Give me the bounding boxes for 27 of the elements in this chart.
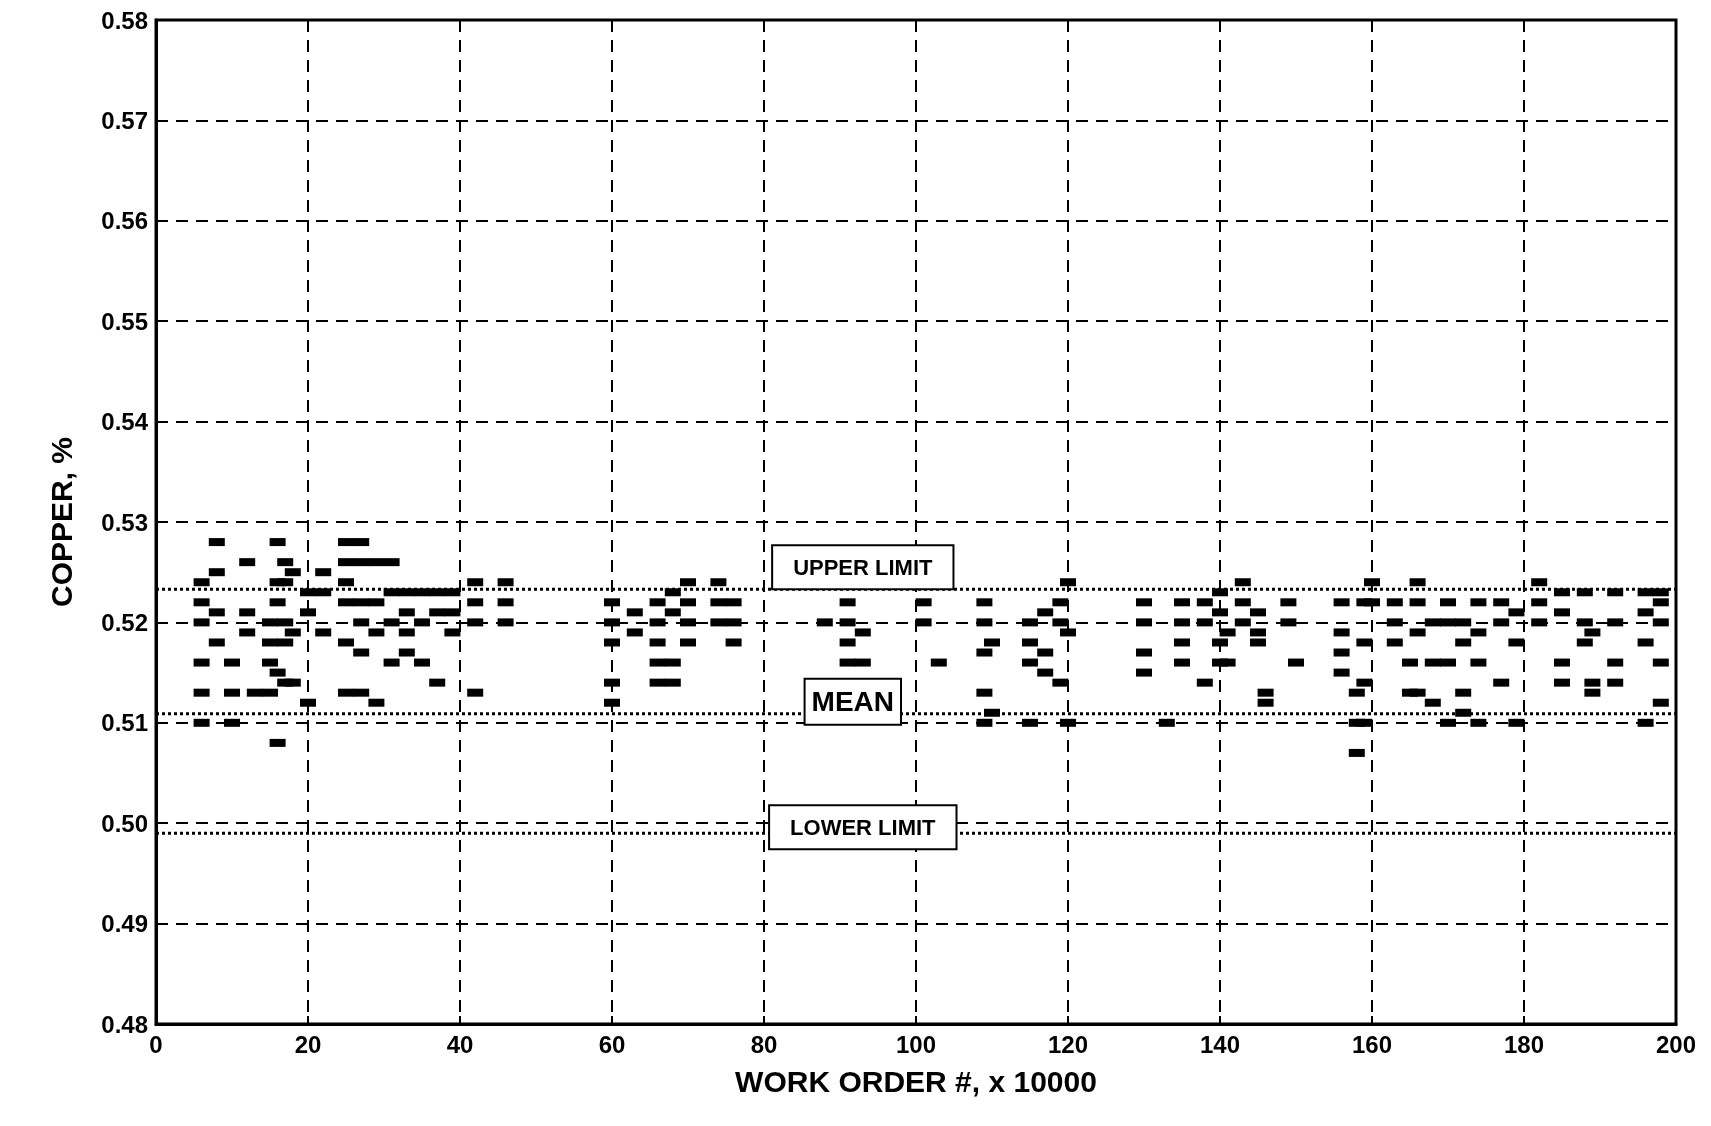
ref-line-label: UPPER LIMIT bbox=[793, 554, 934, 580]
y-tick-label: 0.53 bbox=[101, 508, 148, 536]
x-tick-label: 0 bbox=[149, 1030, 163, 1058]
x-tick-label: 120 bbox=[1047, 1030, 1089, 1058]
x-tick-label: 80 bbox=[750, 1030, 778, 1058]
y-tick-label: 0.49 bbox=[101, 910, 148, 938]
x-tick-label: 40 bbox=[446, 1030, 474, 1058]
x-tick-label: 100 bbox=[895, 1030, 937, 1058]
y-axis-title: COPPER, % bbox=[44, 436, 78, 608]
x-tick-label: 140 bbox=[1199, 1030, 1241, 1058]
y-tick-label: 0.58 bbox=[101, 6, 148, 34]
ref-line-label: LOWER LIMIT bbox=[790, 814, 937, 840]
y-tick-label: 0.57 bbox=[101, 106, 148, 134]
x-tick-label: 200 bbox=[1655, 1030, 1697, 1058]
y-tick-label: 0.51 bbox=[101, 709, 148, 737]
y-tick-label: 0.55 bbox=[101, 307, 148, 335]
x-tick-label: 60 bbox=[598, 1030, 626, 1058]
ref-line-label: MEAN bbox=[811, 686, 895, 718]
x-tick-label: 180 bbox=[1503, 1030, 1545, 1058]
y-tick-label: 0.48 bbox=[101, 1010, 148, 1038]
x-axis-title: WORK ORDER #, x 10000 bbox=[735, 1064, 1097, 1098]
x-tick-label: 160 bbox=[1351, 1030, 1393, 1058]
x-tick-label: 20 bbox=[294, 1030, 322, 1058]
y-tick-label: 0.56 bbox=[101, 207, 148, 235]
y-tick-label: 0.54 bbox=[101, 408, 149, 436]
y-tick-label: 0.52 bbox=[101, 608, 148, 636]
y-tick-label: 0.50 bbox=[101, 809, 148, 837]
